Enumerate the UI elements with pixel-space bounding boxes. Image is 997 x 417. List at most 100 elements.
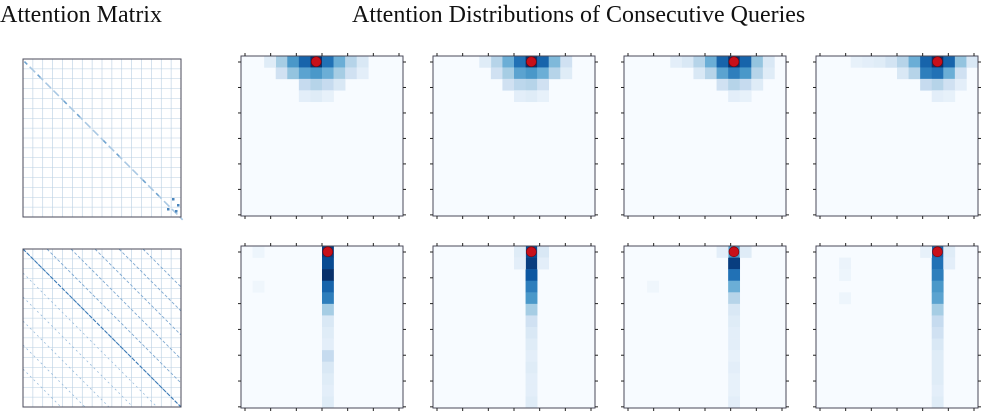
attention-cell [728, 90, 741, 103]
attention-cell [931, 396, 944, 409]
attention-cell [920, 67, 933, 80]
query-distribution-panel-r1c4 [813, 53, 981, 219]
attention-cell [333, 78, 346, 91]
attention-cell [502, 56, 515, 68]
attention-cell [322, 315, 334, 328]
attention-cell [931, 292, 944, 305]
matrix-diagonal-mark [31, 68, 36, 73]
attention-cell [252, 280, 265, 293]
query-distribution-panel-r1c2 [430, 53, 598, 219]
matrix-stripe [22, 272, 158, 408]
matrix-diagonal-mark [139, 176, 144, 181]
attention-cell [873, 56, 886, 68]
attention-cell [479, 56, 492, 68]
attention-cell [931, 315, 944, 328]
attention-cell [931, 280, 944, 293]
attention-cell [705, 67, 717, 80]
matrix-bright-cell [175, 210, 178, 213]
matrix-diagonal-mark [92, 129, 97, 134]
distribution-background [624, 246, 786, 408]
attention-cell [931, 350, 944, 363]
attention-cell [954, 56, 967, 68]
attention-cell [322, 269, 334, 282]
attention-cell [525, 90, 538, 103]
attention-cell [954, 78, 967, 91]
attention-cell [670, 56, 683, 68]
query-distribution-panel-r2c2 [430, 243, 598, 411]
attention-cell [537, 90, 550, 103]
attention-cell [716, 246, 729, 258]
attention-cell [728, 373, 741, 386]
attention-cell [920, 246, 933, 258]
attention-cell [908, 56, 921, 68]
matrix-diagonal-mark [171, 208, 176, 213]
attention-cell [850, 56, 863, 68]
attention-cell [728, 350, 741, 363]
attention-cell [739, 246, 752, 258]
attention-cell [920, 78, 933, 91]
attention-cell [751, 67, 764, 80]
attention-cell [943, 78, 956, 91]
matrix-diagonal-mark [142, 179, 147, 184]
attention-cell [525, 280, 538, 293]
matrix-diagonal-mark [71, 108, 76, 113]
attention-cell [322, 280, 334, 293]
attention-cell [298, 90, 311, 103]
attention-cell [693, 67, 706, 80]
matrix-diagonal-mark [158, 195, 163, 200]
attention-cell [537, 78, 550, 91]
attention-cell [322, 78, 334, 91]
attention-cell [931, 327, 944, 339]
matrix-diagonal-mark [76, 113, 81, 118]
matrix-diagonal-mark [84, 121, 89, 126]
attention-cell [762, 67, 775, 80]
attention-cell [560, 56, 573, 68]
attention-cell [728, 78, 741, 91]
attention-cell [931, 384, 944, 397]
attention-cell [739, 90, 752, 103]
matrix-diagonal-mark [68, 105, 73, 110]
attention-cell [322, 303, 334, 316]
attention-cell [322, 373, 334, 386]
query-distribution-panel-r2c4 [813, 243, 981, 411]
attention-cell [943, 56, 956, 68]
attention-cell [931, 373, 944, 386]
attention-cell [252, 246, 265, 258]
attention-cell [728, 396, 741, 409]
attention-cell [885, 56, 898, 68]
attention-cell [954, 67, 967, 80]
matrix-diagonal-mark [79, 116, 84, 121]
attention-cell [502, 67, 515, 80]
attention-cell [693, 56, 706, 68]
query-marker [728, 56, 740, 68]
attention-cell [647, 280, 660, 293]
attention-cell [322, 56, 334, 68]
attention-cell [931, 90, 944, 103]
query-marker [322, 246, 334, 258]
attention-cell [931, 78, 944, 91]
attention-cell [525, 269, 538, 282]
matrix-stripe [46, 248, 182, 384]
matrix-diagonal-mark [60, 97, 65, 102]
attention-cell [751, 78, 764, 91]
attention-cell [525, 373, 538, 386]
matrix-diagonal-mark [39, 76, 44, 81]
matrix-diagonal-mark [131, 168, 136, 173]
attention-matrix-title: Attention Matrix [0, 2, 162, 28]
attention-cell [943, 257, 956, 270]
attention-cell [943, 246, 956, 258]
matrix-diagonal-mark [126, 163, 131, 168]
attention-cell [931, 338, 944, 351]
matrix-diagonal-mark [166, 203, 171, 208]
matrix-main-diagonal [22, 248, 182, 408]
attention-cell [525, 67, 538, 80]
attention-cell [275, 67, 288, 80]
matrix-frame [22, 248, 182, 408]
matrix-diagonal-mark [100, 137, 105, 142]
attention-cell [514, 67, 526, 80]
query-distribution-panel-r1c3 [621, 53, 789, 219]
attention-cell [897, 67, 909, 80]
attention-cell [728, 257, 741, 270]
attention-cell [356, 67, 369, 80]
attention-cell [728, 292, 741, 305]
